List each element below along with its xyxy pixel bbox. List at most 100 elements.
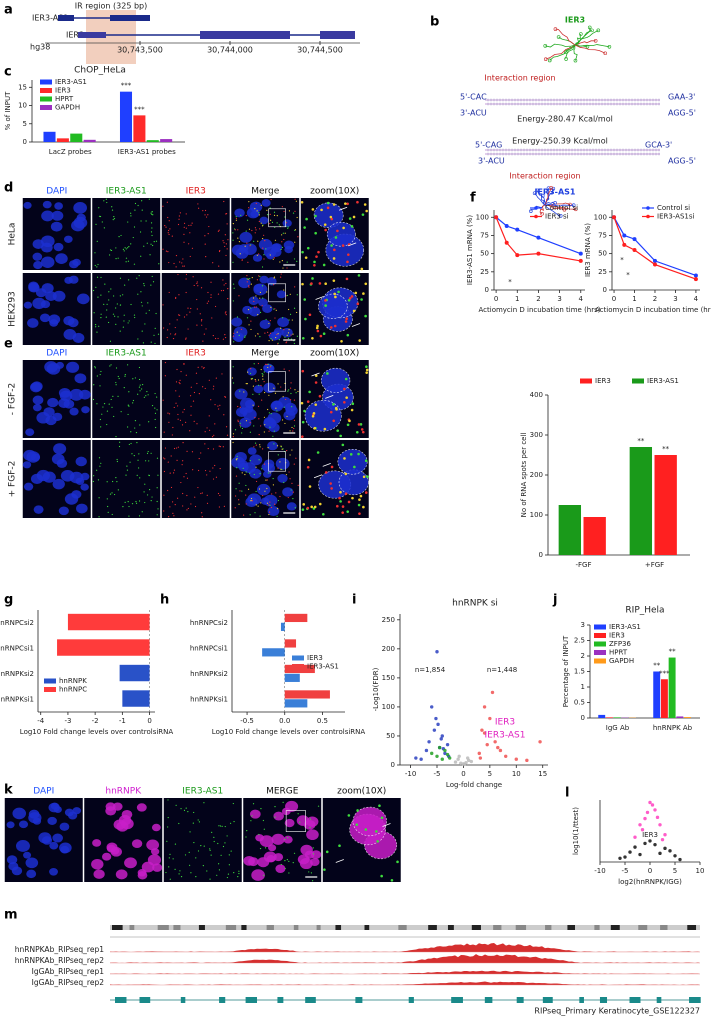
rna-spot [245, 503, 247, 505]
x-tick-label: 0 [147, 717, 151, 725]
rna-spot [151, 496, 153, 498]
rna-spot [278, 338, 280, 341]
end-label: 3'-ACU [460, 109, 487, 118]
rna-spot [101, 221, 103, 223]
nucleus [30, 453, 41, 462]
rna-spot [234, 229, 236, 231]
rna-spot [344, 472, 348, 476]
point [622, 233, 627, 238]
rna-spot [250, 283, 252, 285]
rna-spot [179, 419, 182, 421]
rna-spot [252, 404, 254, 406]
rna-spot [100, 370, 102, 373]
legend-label: hnRNPK [59, 677, 87, 685]
rna-spot [129, 461, 131, 463]
rna-spot [191, 451, 194, 453]
nucleus [306, 829, 319, 841]
rna-spot [274, 392, 277, 394]
rna-spot [343, 400, 346, 404]
rna-spot [173, 447, 176, 450]
point [447, 756, 452, 760]
rna-spot [164, 361, 167, 364]
rna-spot [258, 488, 261, 490]
nucleus [246, 367, 257, 376]
rna-spot [110, 364, 112, 366]
legend-label: GAPDH [609, 657, 634, 665]
rna-spot [219, 467, 221, 470]
rna-spot [323, 223, 327, 226]
rna-spot [150, 231, 153, 233]
rna-spot [258, 384, 260, 386]
rna-spot [132, 236, 134, 239]
rna-spot [125, 261, 127, 263]
rna-spot [164, 447, 167, 449]
rna-spot [225, 243, 227, 245]
rna-spot [265, 479, 267, 481]
rna-spot [277, 333, 279, 335]
point [658, 851, 662, 856]
rna-spot [322, 263, 326, 267]
rna-spot [128, 405, 130, 407]
rna-spot [183, 316, 186, 318]
rna-spot [258, 433, 260, 436]
rna-spot [182, 505, 184, 507]
nucleus [297, 854, 310, 865]
micrograph [161, 198, 230, 270]
x-tick-label: IgG Ab [606, 724, 630, 732]
rna-spot [163, 494, 165, 496]
rna-spot [283, 238, 285, 241]
rna-spot [273, 214, 276, 216]
rna-spot [272, 484, 274, 486]
rna-spot [262, 297, 264, 299]
rna-spot [380, 816, 384, 820]
nucleus [41, 283, 54, 294]
rna-spot [193, 811, 195, 814]
nucleus [54, 202, 63, 210]
rna-spot [102, 406, 104, 408]
rna-spot [234, 507, 236, 509]
rna-spot [122, 326, 124, 328]
rna-spot [173, 515, 175, 517]
annotation: *** [134, 105, 145, 113]
rna-spot [107, 511, 109, 513]
rna-spot [306, 465, 310, 469]
rna-spot [237, 420, 239, 423]
rna-spot [255, 504, 257, 506]
legend-label: IER3-AS1 [307, 663, 339, 671]
rna-spot [172, 426, 174, 429]
end-label: 5'-CAG [475, 141, 502, 150]
x-tick-label: -5 [434, 770, 441, 778]
nucleus [23, 482, 34, 491]
y-tick-label: hnRNPKsi2 [0, 670, 34, 678]
chart-title: RIP_Hela [625, 606, 664, 616]
rna-spot [291, 426, 293, 429]
nucleus [22, 461, 32, 469]
rna-spot [167, 329, 169, 331]
rna-spot [144, 483, 146, 485]
rna-spot [223, 505, 225, 507]
rna-spot [106, 481, 108, 483]
rna-spot [185, 374, 187, 376]
bar [284, 673, 300, 682]
gene-exon [656, 997, 662, 1003]
rna-spot [133, 263, 136, 265]
gene-exon [305, 997, 316, 1003]
rna-spot [346, 423, 350, 427]
rna-spot [189, 395, 192, 397]
x-tick-label: -4 [37, 717, 45, 725]
nucleus [53, 443, 67, 455]
legend-label: HPRT [609, 649, 628, 657]
rna-spot [113, 493, 116, 496]
rna-spot [169, 228, 171, 230]
gene-exon [139, 997, 151, 1003]
rna-spot [256, 254, 258, 256]
gene-label: IER3 [66, 31, 84, 40]
nucleus [6, 821, 15, 829]
ruler-band [567, 925, 576, 930]
rna-spot [209, 470, 211, 472]
rna-loop [573, 58, 578, 63]
y-tick-label: 75 [598, 231, 607, 239]
rna-spot [254, 416, 256, 419]
arrow [335, 859, 344, 863]
rna-spot [257, 405, 260, 407]
